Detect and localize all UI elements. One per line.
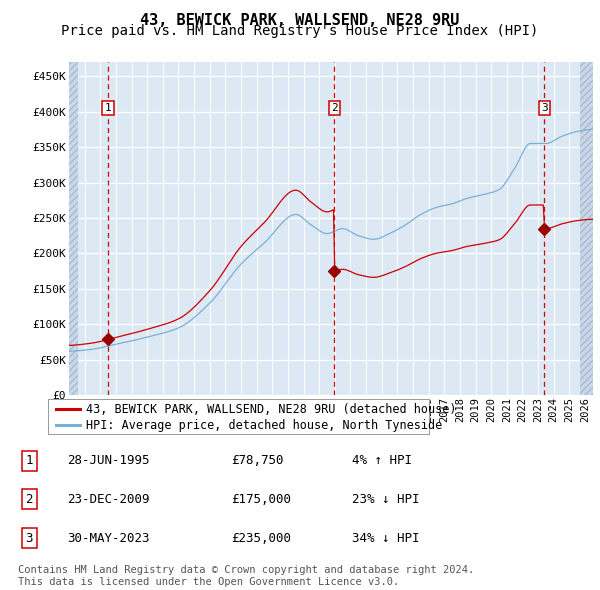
- Text: 43, BEWICK PARK, WALLSEND, NE28 9RU (detached house): 43, BEWICK PARK, WALLSEND, NE28 9RU (det…: [86, 402, 457, 415]
- Text: 3: 3: [541, 103, 548, 113]
- Text: 3: 3: [26, 532, 33, 545]
- Text: 1: 1: [26, 454, 33, 467]
- Bar: [580, 62, 596, 395]
- Text: 23% ↓ HPI: 23% ↓ HPI: [352, 493, 419, 506]
- Text: Price paid vs. HM Land Registry's House Price Index (HPI): Price paid vs. HM Land Registry's House …: [61, 24, 539, 38]
- Text: 23-DEC-2009: 23-DEC-2009: [67, 493, 149, 506]
- Text: £175,000: £175,000: [231, 493, 291, 506]
- Text: £78,750: £78,750: [231, 454, 283, 467]
- Bar: [69, 62, 79, 395]
- Text: £235,000: £235,000: [231, 532, 291, 545]
- Text: 28-JUN-1995: 28-JUN-1995: [67, 454, 149, 467]
- Text: 1: 1: [104, 103, 112, 113]
- Text: HPI: Average price, detached house, North Tyneside: HPI: Average price, detached house, Nort…: [86, 418, 442, 432]
- Text: Contains HM Land Registry data © Crown copyright and database right 2024.
This d: Contains HM Land Registry data © Crown c…: [18, 565, 474, 587]
- Text: 43, BEWICK PARK, WALLSEND, NE28 9RU: 43, BEWICK PARK, WALLSEND, NE28 9RU: [140, 13, 460, 28]
- Text: 2: 2: [331, 103, 338, 113]
- Text: 2: 2: [26, 493, 33, 506]
- Text: 4% ↑ HPI: 4% ↑ HPI: [352, 454, 412, 467]
- Text: 30-MAY-2023: 30-MAY-2023: [67, 532, 149, 545]
- Text: 34% ↓ HPI: 34% ↓ HPI: [352, 532, 419, 545]
